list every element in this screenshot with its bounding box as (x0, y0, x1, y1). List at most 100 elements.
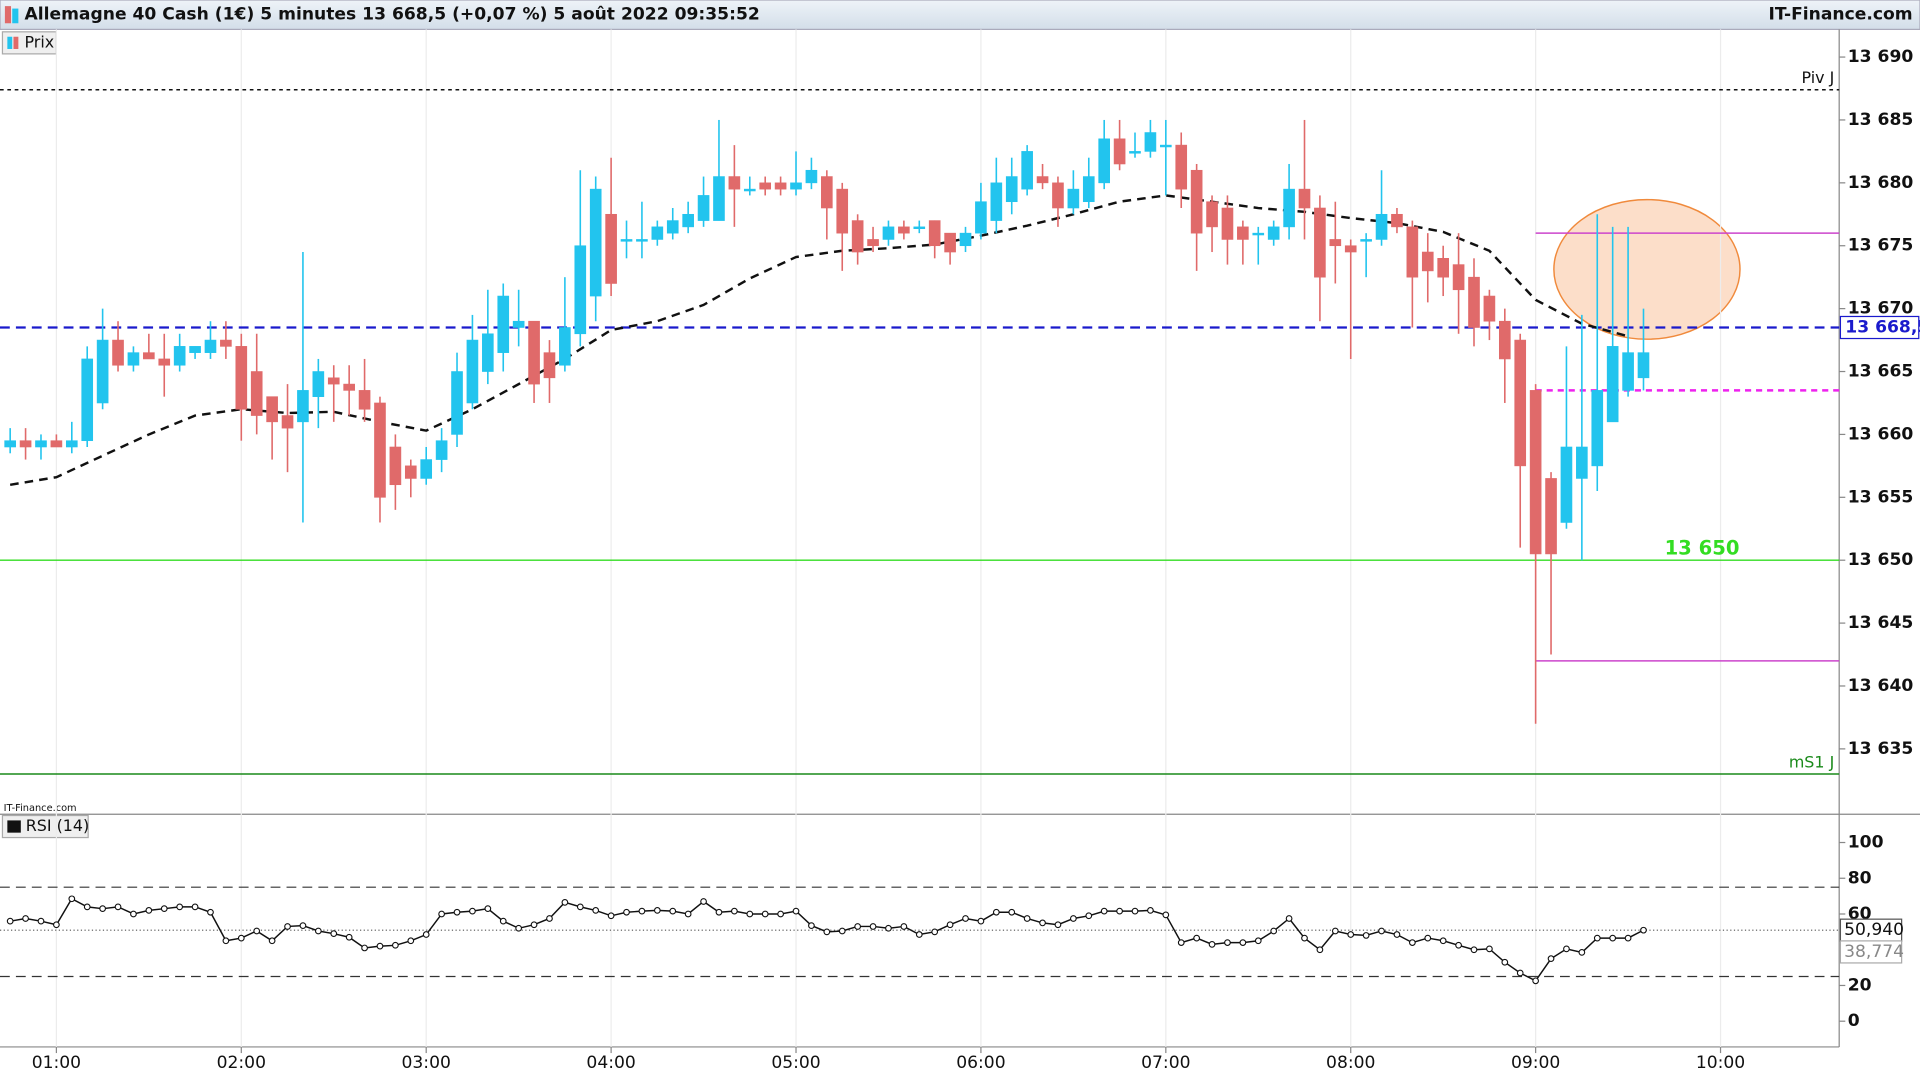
candle-body (620, 239, 633, 242)
candle-body (19, 440, 32, 448)
candle-body (851, 220, 864, 253)
candle-body (127, 352, 140, 366)
candle-body (1498, 320, 1511, 360)
candle-body (713, 176, 725, 221)
y-tick-label: 13 665 (1848, 362, 1914, 382)
header-icon (12, 8, 19, 24)
candle-body (1606, 346, 1619, 423)
rsi-point (592, 907, 600, 914)
candle-body (1360, 239, 1372, 242)
candle-body (913, 226, 926, 230)
rsi-point (638, 907, 646, 915)
candle-body (959, 232, 972, 247)
rsi-point (823, 928, 831, 936)
legend-box (1, 814, 89, 839)
y-tick-label: 13 690 (1848, 47, 1914, 67)
y-tick-label: 13 635 (1848, 739, 1914, 759)
rsi-point (669, 907, 677, 915)
candle-body (1560, 446, 1573, 523)
rsi-point (176, 903, 184, 911)
rsi-point (407, 937, 415, 945)
rsi-point (99, 905, 106, 913)
rsi-point (1301, 934, 1308, 942)
rsi-point (53, 921, 60, 929)
candle-body (466, 339, 479, 404)
rsi-point (1486, 945, 1493, 953)
candle-body (1514, 339, 1527, 467)
rsi-point (900, 923, 908, 930)
candle-body (774, 182, 787, 190)
candle-body (1160, 144, 1172, 148)
candle-body (1298, 188, 1311, 209)
rsi-point (1331, 927, 1339, 935)
rsi-point (1501, 958, 1509, 966)
rsi-point (191, 903, 199, 911)
rsi-point (1455, 941, 1462, 949)
rsi-point (1100, 907, 1108, 915)
legend-icon (13, 36, 19, 49)
rsi-point (962, 915, 969, 922)
y-tick-label: 13 645 (1848, 613, 1914, 633)
candle-body (235, 346, 248, 410)
current-label: 50,940 (1844, 920, 1904, 940)
rsi-point (992, 908, 1000, 916)
candle-body (1483, 295, 1496, 322)
header-title: Allemagne 40 Cash (1€) 5 minutes 13 668,… (24, 5, 759, 25)
rsi-point (453, 908, 461, 916)
candle-body (112, 339, 124, 366)
rsi-point (530, 921, 538, 929)
candle-body (281, 415, 294, 429)
rsi-legend[interactable]: RSI (14) (1, 814, 89, 839)
candle-body (1622, 352, 1634, 391)
candle-body (404, 465, 417, 479)
candle-body (35, 440, 47, 448)
rsi-point (1162, 911, 1170, 919)
x-tick-label: 08:00 (1326, 1053, 1375, 1073)
candle-body (790, 182, 802, 190)
header-brand[interactable]: IT-Finance.com (1768, 5, 1912, 25)
candle-body (65, 440, 78, 448)
rsi-point (1516, 969, 1524, 977)
candle-body (1098, 138, 1111, 184)
rsi-point (885, 924, 892, 932)
rsi-point (854, 923, 862, 930)
rsi-point (1208, 941, 1216, 948)
rsi-point (6, 917, 14, 925)
rsi-point (314, 927, 322, 935)
rsi-point (1070, 915, 1077, 922)
rsi-point (1023, 915, 1031, 922)
candle-body (528, 320, 540, 385)
rsi-point (469, 907, 476, 915)
candle-body (1005, 176, 1018, 203)
rsi-point (1224, 939, 1231, 946)
rsi-point (1347, 931, 1355, 938)
rsi-point (1131, 907, 1139, 915)
price-legend[interactable]: Prix (1, 31, 57, 55)
rsi-point (1563, 945, 1570, 953)
rsi-point (1177, 939, 1185, 946)
rsi-point (1316, 946, 1324, 954)
moving-average (9, 194, 1629, 486)
last-price-box (1839, 315, 1920, 340)
rsi-point (838, 927, 846, 935)
rsi-point (792, 907, 800, 915)
candle-body (266, 396, 278, 423)
candle-body (451, 371, 463, 435)
rsi-point (268, 937, 276, 945)
rsi-point (1470, 946, 1478, 954)
candle-body (312, 371, 325, 397)
rsi-point (684, 910, 692, 918)
rsi-point (392, 941, 399, 949)
candle-body (1344, 245, 1357, 253)
candle-body (1391, 213, 1403, 228)
legend-icon (7, 820, 21, 833)
header-bar (0, 0, 1920, 30)
candle-body (1545, 478, 1557, 555)
candle-body (358, 390, 371, 410)
candle-body (389, 446, 402, 486)
candle-body (1421, 251, 1434, 272)
candle-body (1591, 390, 1604, 467)
candle-body (250, 371, 263, 416)
rsi-point (731, 907, 738, 915)
y-tick-label: 13 640 (1848, 676, 1914, 696)
